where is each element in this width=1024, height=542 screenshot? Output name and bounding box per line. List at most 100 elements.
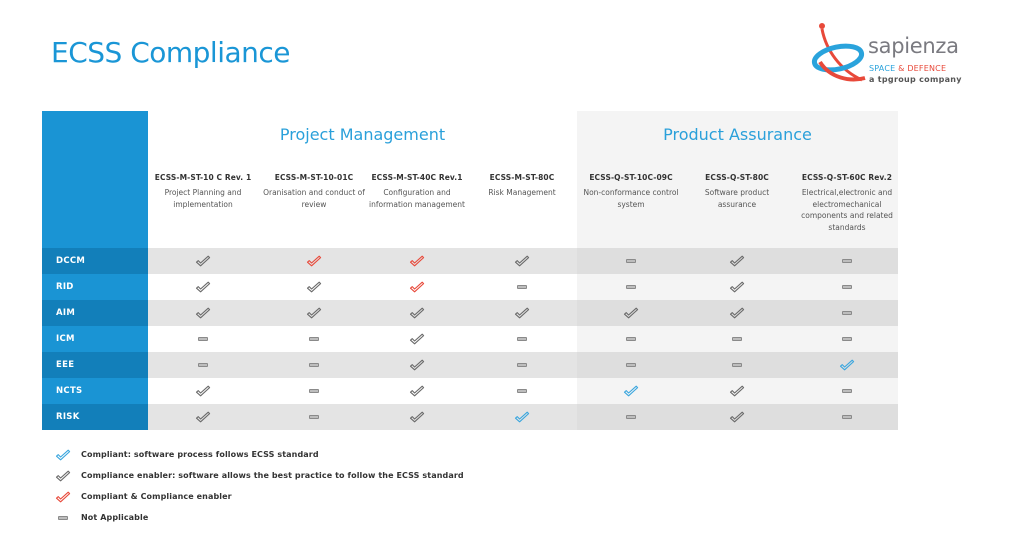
table-row: NCTS: [42, 378, 898, 404]
legend-item: Not Applicable: [55, 507, 464, 528]
not-applicable-dash-icon: [732, 337, 742, 341]
logo-name: sapienza: [868, 34, 959, 58]
not-applicable-dash-icon: [626, 285, 636, 289]
table-cell: [717, 248, 757, 274]
table-cell: [827, 274, 867, 300]
not-applicable-dash-icon: [517, 285, 527, 289]
check-icon-gray: [195, 385, 211, 397]
check-icon-gray: [623, 307, 639, 319]
table-cell: [294, 378, 334, 404]
table-cell: [502, 300, 542, 326]
not-applicable-dash-icon: [842, 415, 852, 419]
not-applicable-dash-icon: [842, 311, 852, 315]
table-cell: [827, 248, 867, 274]
standard-description: Electrical,electronic and electromechani…: [801, 188, 893, 232]
not-applicable-dash-icon: [626, 415, 636, 419]
table-row: RISK: [42, 404, 898, 430]
legend-text: Compliant & Compliance enabler: [81, 492, 232, 501]
check-icon-gray: [409, 307, 425, 319]
not-applicable-dash-icon: [626, 363, 636, 367]
not-applicable-dash-icon: [198, 337, 208, 341]
check-icon-gray: [55, 470, 71, 481]
table-cell: [183, 274, 223, 300]
row-label: EEE: [42, 352, 148, 378]
table-cell: [611, 326, 651, 352]
row-bg-pm: [148, 378, 577, 404]
table-row: AIM: [42, 300, 898, 326]
table-cell: [827, 378, 867, 404]
check-icon-gray: [409, 359, 425, 371]
legend-text: Not Applicable: [81, 513, 149, 522]
legend-item: Compliance enabler: software allows the …: [55, 465, 464, 486]
check-icon-gray: [729, 281, 745, 293]
not-applicable-dash-icon: [309, 389, 319, 393]
table-cell: [611, 248, 651, 274]
check-icon-gray: [729, 411, 745, 423]
not-applicable-dash-icon: [626, 337, 636, 341]
table-cell: [502, 404, 542, 430]
row-label-header: [42, 111, 148, 248]
check-icon-gray: [195, 411, 211, 423]
table-cell: [183, 404, 223, 430]
row-label: RISK: [42, 404, 148, 430]
standard-code: ECSS-M-ST-10-01C: [274, 173, 354, 182]
not-applicable-dash-icon: [842, 389, 852, 393]
standard-description: Oranisation and conduct of review: [263, 188, 365, 209]
check-icon-red: [409, 255, 425, 267]
legend: Compliant: software process follows ECSS…: [55, 444, 464, 528]
page-title: ECSS Compliance: [51, 36, 291, 69]
not-applicable-dash-icon: [842, 337, 852, 341]
table-cell: [717, 274, 757, 300]
table-row: EEE: [42, 352, 898, 378]
check-icon-gray: [409, 385, 425, 397]
check-icon-red: [409, 281, 425, 293]
check-icon-blue: [839, 359, 855, 371]
legend-item: Compliant: software process follows ECSS…: [55, 444, 464, 465]
table-cell: [397, 248, 437, 274]
check-icon-gray: [514, 255, 530, 267]
row-bg-pm: [148, 248, 577, 274]
not-applicable-dash-icon: [309, 363, 319, 367]
table-cell: [294, 352, 334, 378]
check-icon-red: [55, 491, 71, 502]
check-icon-gray: [729, 307, 745, 319]
row-label: NCTS: [42, 378, 148, 404]
compliance-table: Project Management Product Assurance ECS…: [42, 111, 898, 430]
legend-text: Compliant: software process follows ECSS…: [81, 450, 319, 459]
not-applicable-dash-icon: [198, 363, 208, 367]
table-cell: [717, 378, 757, 404]
company-logo: sapienza SPACE & DEFENCE a tpgroup compa…: [810, 20, 1000, 90]
table-row: RID: [42, 274, 898, 300]
table-cell: [294, 404, 334, 430]
standard-description: Software product assurance: [704, 188, 770, 209]
column-header: ECSS-M-ST-80C Risk Management: [472, 173, 572, 199]
not-applicable-dash-icon: [309, 337, 319, 341]
table-cell: [397, 300, 437, 326]
legend-item: Compliant & Compliance enabler: [55, 486, 464, 507]
check-icon-blue: [55, 449, 71, 460]
row-bg-pm: [148, 404, 577, 430]
table-cell: [294, 300, 334, 326]
column-header: ECSS-M-ST-10 C Rev. 1 Project Planning an…: [148, 173, 258, 210]
table-cell: [502, 274, 542, 300]
check-icon-gray: [195, 281, 211, 293]
standard-code: ECSS-M-ST-80C: [489, 173, 555, 182]
standard-code: ECSS-Q-ST-80C: [705, 173, 769, 182]
check-icon-blue: [623, 385, 639, 397]
not-applicable-dash-icon: [517, 363, 527, 367]
table-cell: [502, 378, 542, 404]
group-product-assurance: Product Assurance: [577, 111, 898, 248]
not-applicable-dash-icon: [309, 415, 319, 419]
table-cell: [827, 326, 867, 352]
row-label: AIM: [42, 300, 148, 326]
row-bg-pm: [148, 326, 577, 352]
not-applicable-dash-icon: [732, 363, 742, 367]
check-icon-gray: [195, 307, 211, 319]
table-cell: [611, 352, 651, 378]
table-cell: [183, 300, 223, 326]
table-cell: [294, 248, 334, 274]
not-applicable-dash-icon: [58, 515, 68, 520]
standard-description: Non-conformance control system: [583, 188, 679, 209]
not-applicable-dash-icon: [517, 337, 527, 341]
standard-code: ECSS-Q-ST-60C Rev.2: [801, 173, 893, 182]
